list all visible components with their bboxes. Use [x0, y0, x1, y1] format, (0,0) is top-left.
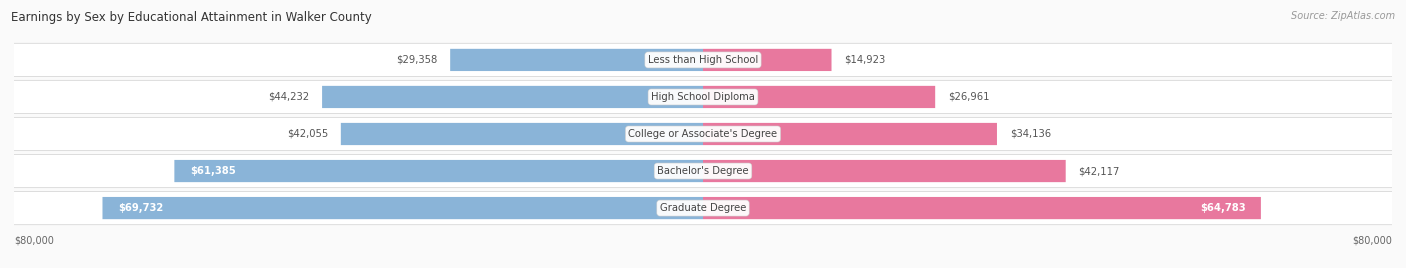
FancyBboxPatch shape — [703, 197, 1261, 219]
Text: Graduate Degree: Graduate Degree — [659, 203, 747, 213]
Text: $42,117: $42,117 — [1078, 166, 1121, 176]
Text: $44,232: $44,232 — [269, 92, 309, 102]
FancyBboxPatch shape — [0, 117, 1406, 151]
FancyBboxPatch shape — [0, 80, 1406, 114]
Text: High School Diploma: High School Diploma — [651, 92, 755, 102]
Text: $34,136: $34,136 — [1010, 129, 1052, 139]
FancyBboxPatch shape — [0, 43, 1406, 77]
Text: $26,961: $26,961 — [948, 92, 990, 102]
Text: Source: ZipAtlas.com: Source: ZipAtlas.com — [1291, 11, 1395, 21]
Text: Less than High School: Less than High School — [648, 55, 758, 65]
FancyBboxPatch shape — [0, 154, 1406, 188]
Text: Earnings by Sex by Educational Attainment in Walker County: Earnings by Sex by Educational Attainmen… — [11, 11, 373, 24]
Text: $80,000: $80,000 — [14, 236, 53, 246]
Text: $64,783: $64,783 — [1199, 203, 1246, 213]
FancyBboxPatch shape — [340, 123, 703, 145]
FancyBboxPatch shape — [703, 123, 997, 145]
Text: $69,732: $69,732 — [118, 203, 163, 213]
FancyBboxPatch shape — [0, 191, 1406, 225]
FancyBboxPatch shape — [322, 86, 703, 108]
Text: $61,385: $61,385 — [190, 166, 236, 176]
Text: Bachelor's Degree: Bachelor's Degree — [657, 166, 749, 176]
FancyBboxPatch shape — [703, 49, 831, 71]
FancyBboxPatch shape — [703, 160, 1066, 182]
FancyBboxPatch shape — [450, 49, 703, 71]
Text: $14,923: $14,923 — [845, 55, 886, 65]
FancyBboxPatch shape — [174, 160, 703, 182]
Text: College or Associate's Degree: College or Associate's Degree — [628, 129, 778, 139]
FancyBboxPatch shape — [103, 197, 703, 219]
Text: $29,358: $29,358 — [396, 55, 437, 65]
FancyBboxPatch shape — [703, 86, 935, 108]
Text: $42,055: $42,055 — [287, 129, 328, 139]
Text: $80,000: $80,000 — [1353, 236, 1392, 246]
